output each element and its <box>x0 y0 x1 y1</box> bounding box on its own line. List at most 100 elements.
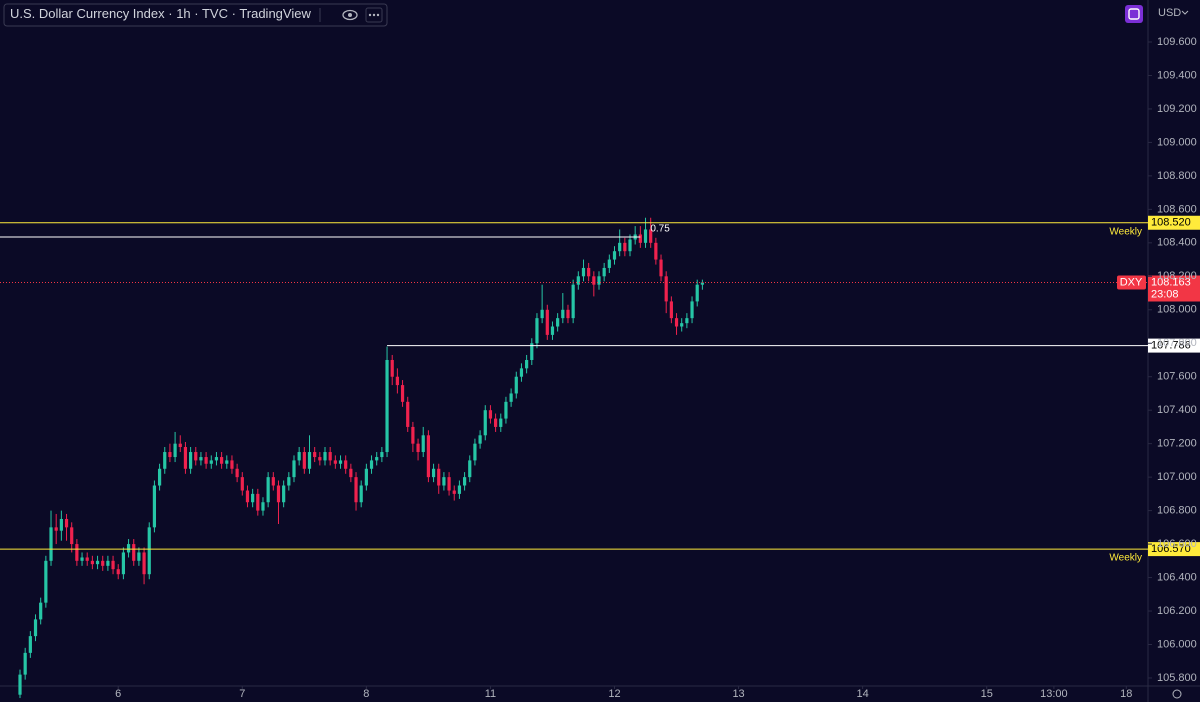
candle-body <box>271 477 275 486</box>
candle-body <box>39 602 43 620</box>
candle-body <box>18 674 22 695</box>
y-tick-label: 107.200 <box>1157 438 1197 450</box>
candle-body <box>147 527 151 575</box>
candle-body <box>411 426 415 444</box>
alert-glyph <box>1128 8 1140 20</box>
x-tick-label: 13:00 <box>1040 688 1068 700</box>
candle-body <box>700 282 704 285</box>
x-tick-label: 7 <box>239 688 245 700</box>
candle-body <box>556 318 560 327</box>
platform: TradingView <box>239 6 311 21</box>
candle-body <box>307 452 312 469</box>
currency-selector[interactable]: USD <box>1158 7 1181 19</box>
candle-body <box>354 477 358 503</box>
candle-body <box>251 493 255 503</box>
eye-icon[interactable] <box>342 9 358 21</box>
candle-body <box>338 460 343 464</box>
candle-body <box>685 318 689 324</box>
candle-body <box>400 385 405 402</box>
alert-icon[interactable] <box>1125 5 1143 23</box>
candle-body <box>333 460 337 464</box>
candle-body <box>59 518 63 531</box>
candle-body <box>462 477 467 486</box>
candle-body <box>245 490 250 503</box>
candle-body <box>297 452 301 461</box>
candle-body <box>344 460 348 469</box>
candle-body <box>256 493 260 511</box>
candle-body <box>669 301 673 319</box>
candle-body <box>168 452 172 458</box>
y-tick-label: 107.000 <box>1157 471 1197 483</box>
candle-body <box>276 485 281 503</box>
price-badge <box>1148 542 1200 557</box>
candle-body <box>442 477 446 486</box>
candle-body <box>483 410 487 436</box>
alert-bg <box>1125 5 1143 23</box>
candle-body <box>225 460 229 464</box>
y-tick-label: 108.400 <box>1157 237 1197 249</box>
candle-body <box>292 460 296 478</box>
candle-body <box>80 557 84 561</box>
candle-body <box>199 457 203 461</box>
price-badge <box>1148 215 1200 230</box>
candle-body <box>550 326 555 335</box>
candle-body <box>282 485 286 503</box>
candle-body <box>313 452 317 458</box>
price-badge-label: 106.570 <box>1151 543 1191 555</box>
candle-body <box>64 518 69 528</box>
header-box <box>3 3 388 27</box>
candle-body <box>75 544 79 561</box>
candle-body <box>49 527 53 561</box>
candle-body <box>602 267 606 277</box>
settings-icon[interactable] <box>1172 689 1182 699</box>
symbol-header[interactable]: U.S. Dollar Currency Index · 1h · TVC · … <box>3 3 388 27</box>
candle-body <box>261 502 265 511</box>
candle-body <box>121 552 125 575</box>
dot <box>372 13 376 17</box>
candle-body <box>209 460 213 464</box>
y-tick-label: 108.200 <box>1157 270 1197 282</box>
candle-body <box>540 309 544 319</box>
gear <box>1172 689 1182 699</box>
more-icon[interactable] <box>365 7 383 23</box>
candle-body <box>235 468 239 478</box>
candle-body <box>44 560 48 603</box>
header-text: U.S. Dollar Currency Index · 1h · TVC · … <box>10 6 311 21</box>
candle-body <box>230 460 234 469</box>
candle-body <box>494 418 498 427</box>
candle-body <box>33 619 38 637</box>
countdown-label: 23:08 <box>1151 288 1179 300</box>
x-tick-label: 6 <box>115 688 121 700</box>
candle-body <box>287 477 291 486</box>
candle-body <box>126 544 131 553</box>
candle-body <box>106 560 110 566</box>
candle-body <box>323 452 327 461</box>
candle-body <box>95 560 100 565</box>
candle-body <box>369 460 374 469</box>
symbol-title: U.S. Dollar Currency Index <box>10 6 165 21</box>
candle-body <box>571 284 575 319</box>
candle-body <box>85 557 89 561</box>
candle-body <box>157 468 162 486</box>
candle-body <box>132 544 136 561</box>
candle-body <box>618 242 622 252</box>
candle-body <box>535 318 539 344</box>
candle-body <box>457 485 462 494</box>
y-tick-label: 109.400 <box>1157 69 1197 81</box>
x-tick-label: 12 <box>608 688 620 700</box>
candle-body <box>674 318 679 327</box>
candle-body <box>431 468 436 478</box>
candle-body <box>659 259 663 277</box>
candle-body <box>390 359 394 377</box>
x-tick-label: 14 <box>857 688 869 700</box>
candle-body <box>116 569 120 575</box>
candle-body <box>695 284 699 302</box>
candle-body <box>349 468 353 478</box>
candle-body <box>488 410 493 419</box>
candle-body <box>318 457 322 461</box>
candle-body <box>90 560 94 565</box>
candle-body <box>220 457 224 464</box>
candle-body <box>101 560 105 566</box>
candle-body <box>561 309 565 319</box>
